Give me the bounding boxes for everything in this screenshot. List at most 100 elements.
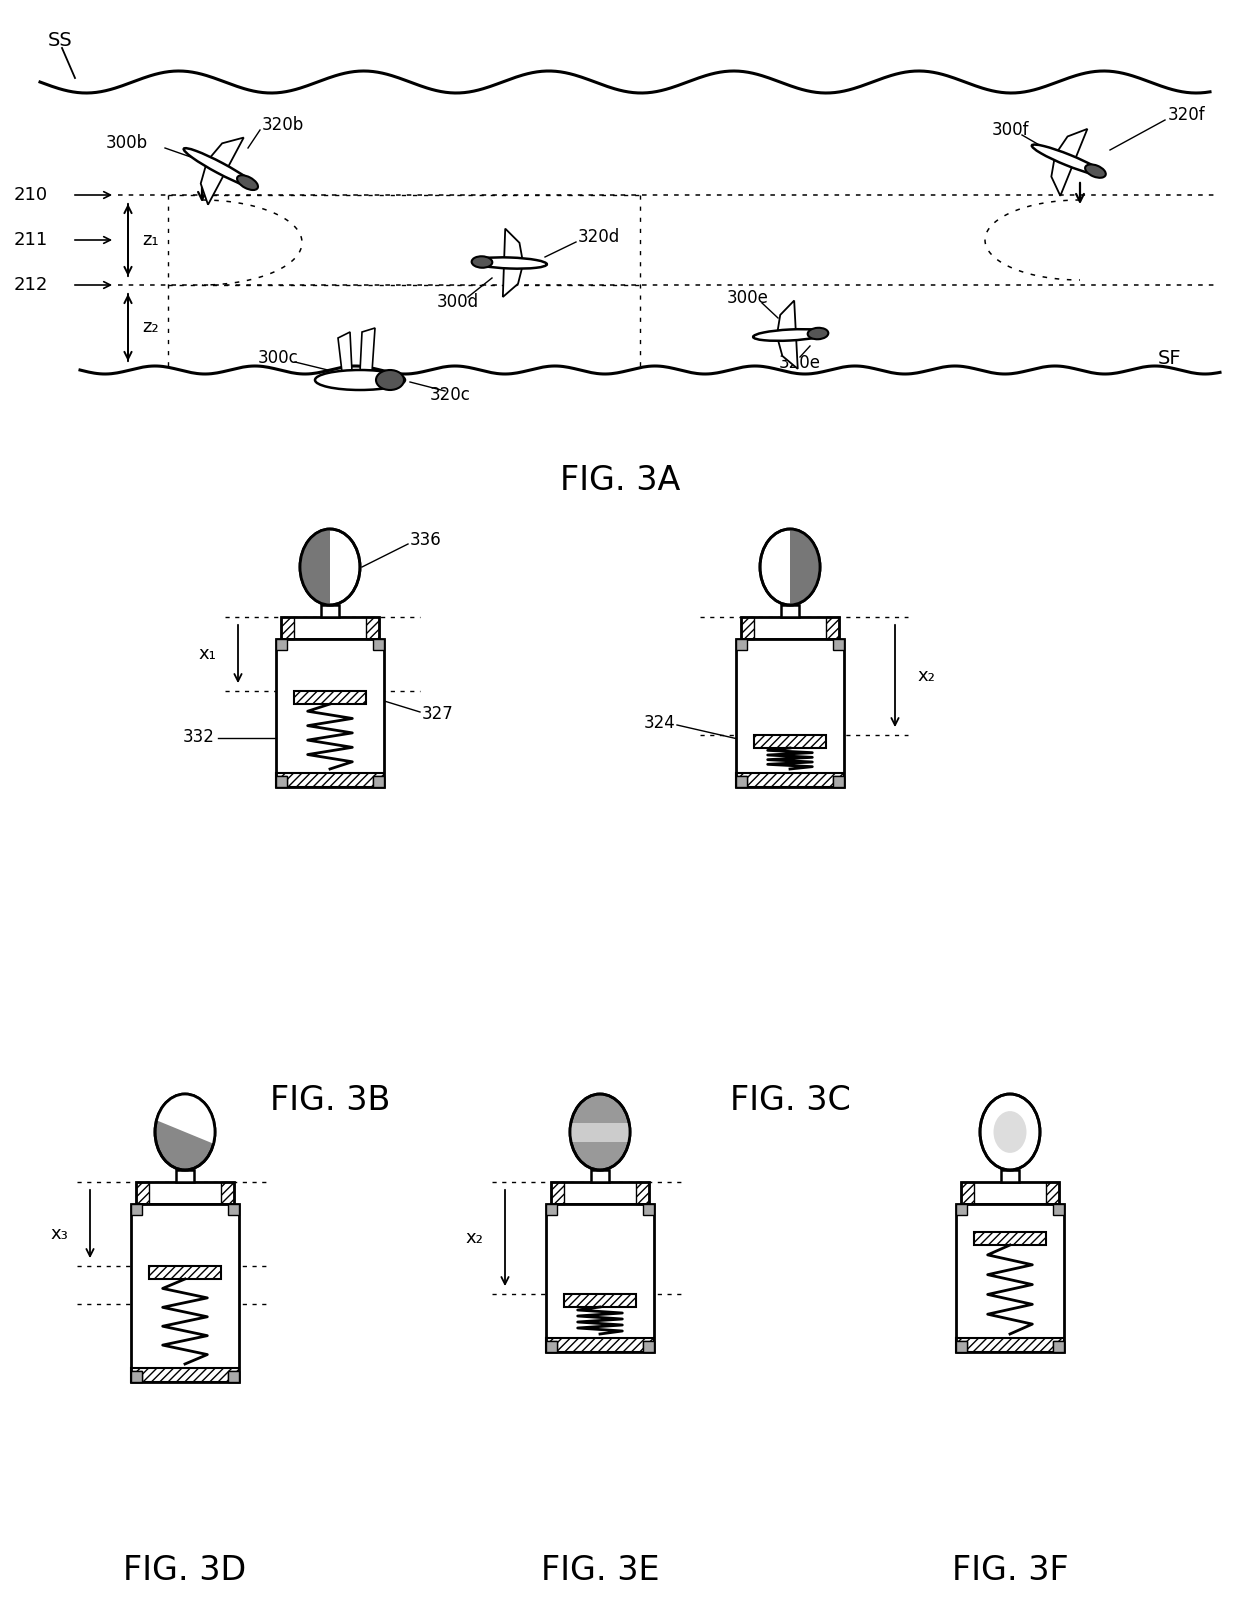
Bar xyxy=(131,1204,239,1382)
Bar xyxy=(136,1181,149,1204)
Text: 300c: 300c xyxy=(258,348,299,368)
Bar xyxy=(131,1371,143,1382)
Polygon shape xyxy=(339,332,352,372)
Bar xyxy=(546,1204,557,1215)
Bar xyxy=(781,605,799,616)
Bar xyxy=(546,1339,653,1351)
Bar xyxy=(961,1181,973,1204)
Polygon shape xyxy=(201,160,226,205)
Bar xyxy=(277,775,286,786)
Bar xyxy=(644,1342,653,1351)
Bar xyxy=(373,775,384,786)
Bar xyxy=(956,1204,967,1215)
Bar xyxy=(551,1181,649,1204)
Bar xyxy=(636,1181,649,1204)
Text: 320f: 320f xyxy=(1168,106,1205,124)
Polygon shape xyxy=(360,327,374,372)
Text: x₂: x₂ xyxy=(918,668,935,685)
Text: 211: 211 xyxy=(14,231,48,249)
Text: 324: 324 xyxy=(644,714,675,732)
Ellipse shape xyxy=(760,530,820,605)
Text: FIG. 3A: FIG. 3A xyxy=(559,464,681,496)
Bar xyxy=(742,616,839,639)
Ellipse shape xyxy=(980,1095,1040,1170)
Bar xyxy=(281,616,294,639)
Text: 300f: 300f xyxy=(991,120,1029,140)
Bar xyxy=(737,775,746,786)
Ellipse shape xyxy=(300,530,360,605)
Text: z₁: z₁ xyxy=(143,231,159,249)
Bar xyxy=(277,774,384,786)
Polygon shape xyxy=(1052,154,1074,196)
Text: 320e: 320e xyxy=(779,355,821,372)
Bar xyxy=(228,1204,239,1215)
Bar xyxy=(1047,1181,1059,1204)
Text: SF: SF xyxy=(1158,348,1182,368)
Bar xyxy=(956,1204,1064,1351)
Ellipse shape xyxy=(315,371,405,390)
Bar xyxy=(149,1266,221,1279)
Bar xyxy=(737,639,844,786)
Text: 210: 210 xyxy=(14,186,48,204)
Bar xyxy=(956,1339,1064,1351)
Ellipse shape xyxy=(1032,144,1104,175)
Bar xyxy=(321,605,339,616)
Polygon shape xyxy=(776,335,797,369)
Bar xyxy=(644,1342,653,1351)
Bar xyxy=(737,774,844,786)
Bar xyxy=(277,775,286,786)
Bar xyxy=(833,639,844,650)
Polygon shape xyxy=(207,138,244,172)
Text: 300b: 300b xyxy=(105,133,148,152)
Text: FIG. 3C: FIG. 3C xyxy=(729,1083,851,1117)
Text: 336: 336 xyxy=(410,531,441,549)
Bar xyxy=(551,1181,564,1204)
Text: 327: 327 xyxy=(422,705,454,722)
Text: x₂: x₂ xyxy=(465,1229,484,1247)
Bar xyxy=(281,616,379,639)
Bar xyxy=(1053,1342,1064,1351)
Bar xyxy=(742,616,754,639)
Bar xyxy=(546,1342,557,1351)
Text: 300e: 300e xyxy=(727,289,769,307)
Bar xyxy=(956,1342,967,1351)
Ellipse shape xyxy=(471,257,492,268)
Text: x₃: x₃ xyxy=(51,1225,68,1242)
Ellipse shape xyxy=(474,257,547,268)
Ellipse shape xyxy=(570,1095,630,1170)
Bar xyxy=(833,775,844,786)
Text: FIG. 3E: FIG. 3E xyxy=(541,1554,660,1586)
Bar xyxy=(277,639,286,650)
Bar xyxy=(294,692,366,705)
Text: z₂: z₂ xyxy=(143,318,159,337)
Bar xyxy=(754,735,826,748)
Bar xyxy=(1053,1342,1064,1351)
Text: FIG. 3B: FIG. 3B xyxy=(270,1083,391,1117)
Text: 300d: 300d xyxy=(436,294,479,311)
Bar xyxy=(564,1294,636,1306)
Polygon shape xyxy=(156,1095,215,1144)
Ellipse shape xyxy=(155,1095,215,1170)
Bar xyxy=(176,1170,193,1181)
Ellipse shape xyxy=(807,327,828,339)
Bar xyxy=(366,616,379,639)
Bar xyxy=(131,1367,239,1382)
Bar xyxy=(570,1122,630,1141)
Bar xyxy=(833,775,844,786)
Text: 332: 332 xyxy=(184,729,215,746)
Bar xyxy=(1001,1170,1019,1181)
Polygon shape xyxy=(503,228,523,263)
Bar xyxy=(956,1342,967,1351)
Bar xyxy=(826,616,839,639)
Polygon shape xyxy=(1055,128,1087,162)
Bar xyxy=(221,1181,234,1204)
Text: FIG. 3D: FIG. 3D xyxy=(123,1554,247,1586)
Polygon shape xyxy=(300,530,330,605)
Ellipse shape xyxy=(376,371,404,390)
Bar xyxy=(1053,1204,1064,1215)
Bar xyxy=(131,1371,143,1382)
Ellipse shape xyxy=(753,329,827,340)
Bar xyxy=(136,1181,234,1204)
Ellipse shape xyxy=(237,175,258,189)
Bar xyxy=(591,1170,609,1181)
